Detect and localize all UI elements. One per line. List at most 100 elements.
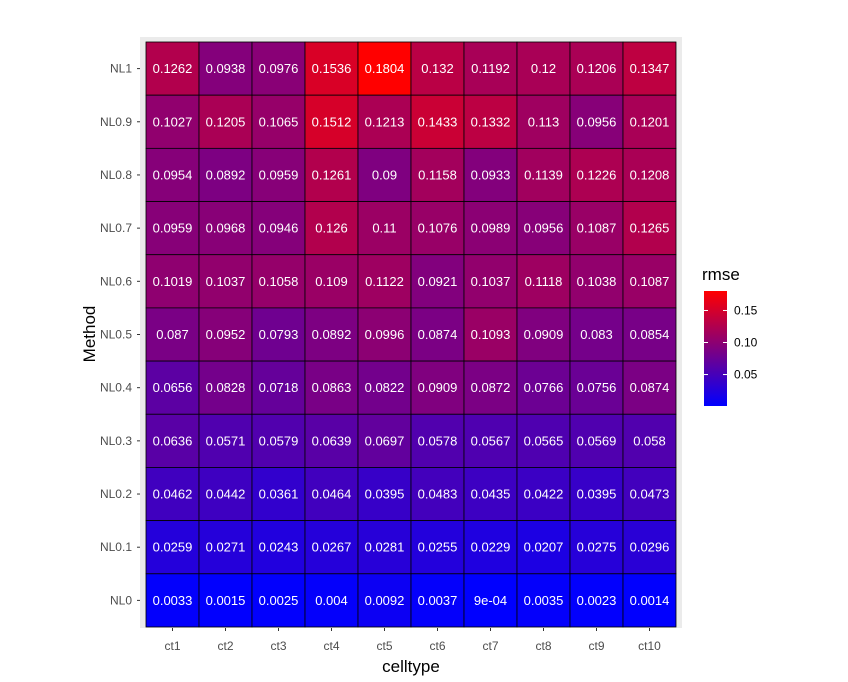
heatmap-cell-NL0.4-ct7	[463, 360, 518, 415]
cell-value-label: 0.0483	[418, 487, 458, 502]
cell-value-label: 0.0435	[471, 487, 511, 502]
heatmap-cell-NL0.5-ct8	[516, 307, 571, 362]
cell-value-label: 0.0395	[365, 487, 405, 502]
heatmap-cell-NL0.5-ct1	[145, 307, 200, 362]
heatmap-cell-labels: 0.1262 0.0938 0.0976 0.1536 0.1804 0.132 0.119…	[153, 61, 670, 608]
heatmap-cell-NL1-ct3	[251, 41, 306, 96]
cell-value-label: 0.1201	[630, 114, 670, 129]
cell-value-label: 0.0996	[365, 327, 405, 342]
cell-value-label: 0.0296	[630, 540, 670, 555]
heatmap-cell-NL0-ct3	[251, 573, 306, 628]
x-tick-label: ct1	[164, 639, 180, 653]
cell-value-label: 0.0636	[153, 433, 193, 448]
cell-value-label: 0.0959	[153, 221, 193, 236]
x-tick-label: ct3	[270, 639, 286, 653]
y-tick-label: NL0.1	[100, 540, 132, 554]
heatmap-cell-NL0.2-ct1	[145, 467, 200, 522]
cell-value-label: 9e-04	[474, 593, 507, 608]
heatmap-cell-NL0.6-ct10	[622, 254, 677, 309]
heatmap-cell-NL0.7-ct10	[622, 201, 677, 256]
heatmap-cell-NL0.6-ct8	[516, 254, 571, 309]
cell-value-label: 0.0909	[524, 327, 564, 342]
heatmap-cell-NL0.8-ct2	[198, 147, 253, 202]
heatmap-cell-NL0.9-ct8	[516, 94, 571, 149]
cell-value-label: 0.1536	[312, 61, 352, 76]
cell-value-label: 0.0921	[418, 274, 458, 289]
cell-value-label: 0.126	[315, 221, 348, 236]
color-legend: rmse 0.05 0.10 0.15	[702, 265, 758, 406]
cell-value-label: 0.1804	[365, 61, 405, 76]
heatmap-cell-NL0.1-ct8	[516, 520, 571, 575]
heatmap-cell-NL0.2-ct9	[569, 467, 624, 522]
cell-value-label: 0.1037	[206, 274, 246, 289]
heatmap-cell-NL0.1-ct1	[145, 520, 200, 575]
heatmap-cell-NL0-ct1	[145, 573, 200, 628]
cell-value-label: 0.0766	[524, 380, 564, 395]
cell-value-label: 0.0718	[259, 380, 299, 395]
cell-value-label: 0.132	[421, 61, 454, 76]
cell-value-label: 0.0933	[471, 167, 511, 182]
cell-value-label: 0.0015	[206, 593, 246, 608]
cell-value-label: 0.0892	[206, 167, 246, 182]
heatmap-cell-NL0.5-ct6	[410, 307, 465, 362]
cell-value-label: 0.113	[528, 114, 560, 129]
cell-value-label: 0.0793	[259, 327, 299, 342]
heatmap-cell-NL0.9-ct7	[463, 94, 518, 149]
heatmap-cell-NL0.2-ct6	[410, 467, 465, 522]
heatmap-cell-NL0.4-ct8	[516, 360, 571, 415]
x-axis-title: celltype	[382, 657, 440, 676]
cell-value-label: 0.0863	[312, 380, 352, 395]
cell-value-label: 0.0473	[630, 487, 670, 502]
heatmap-cell-NL0.4-ct2	[198, 360, 253, 415]
cell-value-label: 0.0025	[259, 593, 299, 608]
heatmap-cell-NL0.8-ct3	[251, 147, 306, 202]
cell-value-label: 0.1205	[206, 114, 246, 129]
heatmap-cell-NL0.2-ct5	[357, 467, 412, 522]
heatmap-cell-NL0.3-ct7	[463, 413, 518, 468]
cell-value-label: 0.0989	[471, 221, 511, 236]
cell-value-label: 0.0874	[418, 327, 458, 342]
cell-value-label: 0.1122	[365, 274, 404, 289]
heatmap-cell-NL0.6-ct1	[145, 254, 200, 309]
cell-value-label: 0.0828	[206, 380, 246, 395]
heatmap-cell-NL0-ct9	[569, 573, 624, 628]
heatmap-cell-NL0.8-ct9	[569, 147, 624, 202]
cell-value-label: 0.1208	[630, 167, 670, 182]
heatmap-cell-NL0.3-ct3	[251, 413, 306, 468]
cell-value-label: 0.0037	[418, 593, 458, 608]
legend-colorbar	[704, 291, 727, 406]
heatmap-cell-NL0.6-ct9	[569, 254, 624, 309]
cell-value-label: 0.0271	[206, 540, 246, 555]
heatmap-cell-NL0.1-ct10	[622, 520, 677, 575]
heatmap-cell-NL1-ct10	[622, 41, 677, 96]
heatmap-cell-NL0-ct4	[304, 573, 359, 628]
cell-value-label: 0.004	[315, 593, 348, 608]
cell-value-label: 0.0954	[153, 167, 193, 182]
x-tick-label: ct9	[588, 639, 604, 653]
heatmap-cell-NL0.6-ct6	[410, 254, 465, 309]
heatmap-cell-NL1-ct1	[145, 41, 200, 96]
cell-value-label: 0.0938	[206, 61, 246, 76]
cell-value-label: 0.09	[372, 167, 397, 182]
cell-value-label: 0.1213	[365, 114, 405, 129]
cell-value-label: 0.0571	[206, 433, 246, 448]
heatmap-cell-NL0.2-ct10	[622, 467, 677, 522]
cell-value-label: 0.1019	[153, 274, 193, 289]
heatmap-cell-NL0.3-ct10	[622, 413, 677, 468]
y-tick-label: NL0.3	[100, 434, 132, 448]
cell-value-label: 0.0361	[259, 487, 299, 502]
y-tick-label: NL0.2	[100, 487, 132, 501]
y-tick-label: NL1	[110, 62, 132, 76]
cell-value-label: 0.058	[633, 433, 666, 448]
heatmap-cell-NL0.6-ct7	[463, 254, 518, 309]
cell-value-label: 0.0023	[577, 593, 617, 608]
cell-value-label: 0.0092	[365, 593, 405, 608]
x-tick-label: ct4	[323, 639, 339, 653]
cell-value-label: 0.0422	[524, 487, 564, 502]
cell-value-label: 0.1265	[630, 221, 670, 236]
cell-value-label: 0.0959	[259, 167, 299, 182]
cell-value-label: 0.1058	[259, 274, 299, 289]
cell-value-label: 0.0976	[259, 61, 299, 76]
heatmap-cell-NL0.3-ct6	[410, 413, 465, 468]
